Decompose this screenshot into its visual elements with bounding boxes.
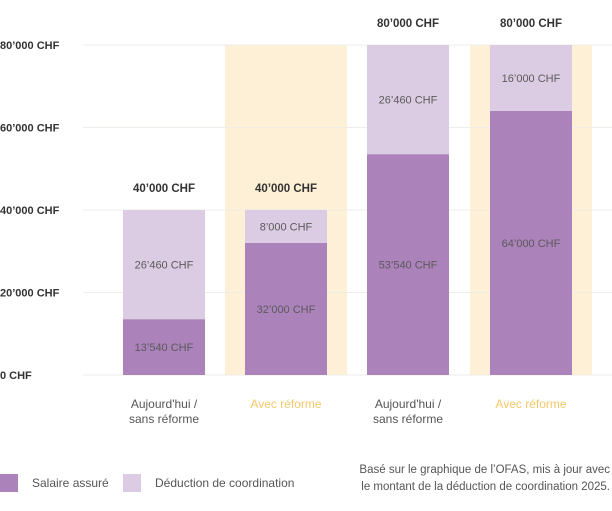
y-tick-label: 20’000 CHF xyxy=(0,288,60,300)
data-label: 8’000 CHF xyxy=(260,222,313,234)
total-label: 40’000 CHF xyxy=(255,183,317,195)
data-label: 13’540 CHF xyxy=(135,342,194,354)
bar-segment xyxy=(367,45,449,155)
bar-segment xyxy=(123,210,205,320)
source-note-line: le montant de la déduction de coordinati… xyxy=(361,481,610,493)
bar-segment xyxy=(123,319,205,375)
bar-segment xyxy=(367,154,449,375)
source-note-line: Basé sur le graphique de l’OFAS, mis à j… xyxy=(359,464,610,476)
legend-item-salaire: Salaire assuré xyxy=(0,474,109,492)
data-label: 64’000 CHF xyxy=(502,238,561,250)
x-tick-label: sans réforme xyxy=(373,412,443,426)
data-label: 32’000 CHF xyxy=(257,304,316,316)
bar-segment xyxy=(245,210,327,243)
y-tick-label: 60’000 CHF xyxy=(0,123,60,135)
bar-segment xyxy=(490,45,572,111)
x-tick-label: Avec réforme xyxy=(250,397,321,411)
x-tick-label: Avec réforme xyxy=(495,397,566,411)
data-label: 16’000 CHF xyxy=(502,73,561,85)
data-label: 53’540 CHF xyxy=(379,260,438,272)
y-tick-label: 0 CHF xyxy=(0,370,32,382)
y-tick-label: 80’000 CHF xyxy=(0,40,60,52)
y-tick-label: 40’000 CHF xyxy=(0,205,60,217)
x-tick-label: Aujourd'hui / xyxy=(375,397,442,411)
legend-swatch-salaire xyxy=(0,474,18,492)
x-tick-label: sans réforme xyxy=(129,412,199,426)
legend-item-deduction: Déduction de coordination xyxy=(123,474,294,492)
bar-segment xyxy=(245,243,327,375)
data-label: 26’460 CHF xyxy=(379,95,438,107)
legend-swatch-deduction xyxy=(123,474,141,492)
total-label: 80’000 CHF xyxy=(500,18,562,30)
x-tick-label: Aujourd'hui / xyxy=(131,397,198,411)
bar-segment xyxy=(490,111,572,375)
total-label: 40’000 CHF xyxy=(133,183,195,195)
legend-label-deduction: Déduction de coordination xyxy=(155,476,295,490)
data-label: 26’460 CHF xyxy=(135,260,194,272)
source-note: Basé sur le graphique de l’OFAS, mis à j… xyxy=(359,462,610,496)
legend-label-salaire: Salaire assuré xyxy=(32,476,109,490)
total-label: 80’000 CHF xyxy=(377,18,439,30)
